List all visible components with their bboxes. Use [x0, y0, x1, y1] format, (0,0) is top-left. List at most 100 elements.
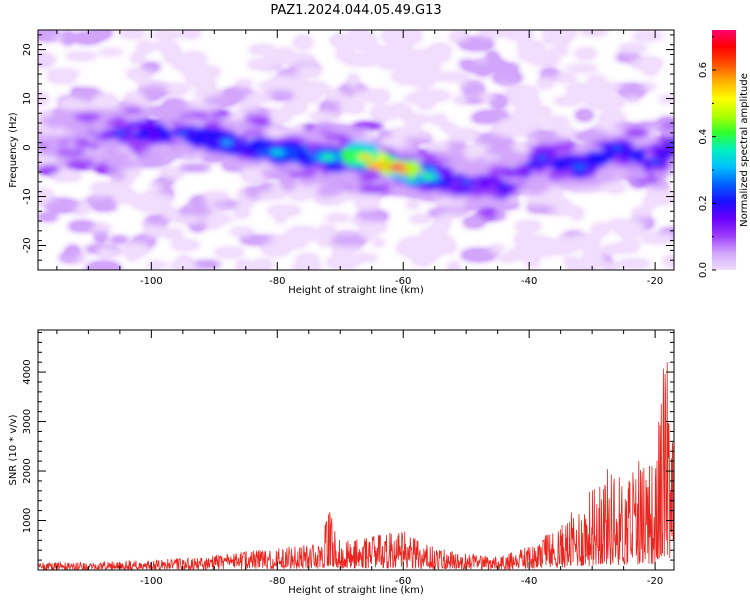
snr-y-tick-label: 1000 — [22, 508, 33, 533]
spectrogram-cell — [286, 226, 319, 239]
spectrogram-cell — [601, 262, 619, 270]
spectrogram-cell — [47, 74, 77, 83]
spectrogram-cell — [244, 187, 261, 199]
spectrogram-cell — [602, 182, 626, 193]
spectrogram-cell — [204, 95, 238, 107]
spectrogram-cell — [230, 160, 252, 168]
spectrogram-cell — [239, 145, 264, 153]
spectrogram-cell — [390, 103, 409, 117]
spectrogram-cell — [511, 96, 541, 109]
spectrogram-cell — [396, 72, 412, 85]
spectrogram-cell — [308, 112, 342, 121]
spectrogram-cell — [326, 89, 344, 104]
spectrogram-cell — [423, 164, 435, 171]
spectrogram-cell — [87, 143, 101, 150]
spectrogram-cell — [55, 148, 86, 156]
spectrogram-cell — [113, 196, 131, 203]
spectrogram-cell — [620, 238, 640, 253]
spectrogram-cell — [190, 195, 207, 210]
spectrogram-cell — [196, 66, 221, 78]
spectrogram-peak — [58, 140, 69, 145]
spectrogram-cell — [462, 216, 486, 228]
spectrogram-peak — [322, 155, 333, 160]
spectrogram-y-tick-label: 20 — [22, 43, 33, 56]
spectrogram-cell — [493, 63, 520, 73]
spectrogram-cell — [583, 129, 610, 139]
spectrogram-cell — [162, 83, 190, 95]
figure-title: PAZ1.2024.044.05.49.G13 — [270, 3, 441, 18]
spectrogram-cell — [377, 131, 394, 139]
spectrogram-y-tick-label: 0 — [22, 144, 33, 150]
spectrogram-cell — [202, 192, 230, 202]
spectrogram-cell — [38, 54, 58, 65]
spectrogram-cell — [514, 221, 542, 232]
spectrogram-cell — [474, 62, 492, 76]
spectrogram-cell — [170, 239, 201, 251]
colorbar-tick-label: 0.4 — [698, 129, 709, 145]
snr-y-axis-label: SNR (10 * v/v) — [8, 414, 19, 485]
spectrogram-cell — [402, 114, 432, 124]
spectrogram-cell — [290, 264, 324, 270]
spectrogram-cell — [155, 178, 175, 186]
spectrogram-cell — [196, 138, 207, 147]
spectrogram-cell — [636, 122, 665, 130]
spectrogram-cell — [567, 234, 601, 247]
spectrogram-cell — [145, 215, 169, 227]
spectrogram-cell — [658, 95, 674, 103]
spectrogram-cell — [592, 98, 626, 109]
spectrogram-cell — [208, 111, 231, 119]
spectrogram-cell — [38, 213, 59, 221]
spectrogram-cell — [545, 116, 570, 128]
spectrogram-cell — [617, 259, 652, 268]
spectrogram-cell — [91, 30, 113, 40]
snr-x-tick-label: -100 — [140, 576, 163, 587]
spectrogram-cell — [509, 246, 544, 260]
spectrogram-cell — [163, 207, 180, 220]
spectrogram-cell — [586, 156, 604, 165]
colorbar-tick-label: 0.2 — [698, 195, 709, 211]
spectrogram-cell — [486, 51, 499, 62]
spectrogram-cell — [543, 32, 570, 44]
spectrogram-cell — [136, 204, 170, 211]
spectrogram-cell — [329, 34, 353, 47]
spectrogram-cell — [112, 116, 126, 127]
spectrogram-cell — [68, 221, 96, 232]
spectrogram-cell — [38, 164, 61, 175]
spectrogram-cell — [420, 90, 451, 101]
spectrogram-cell — [38, 30, 60, 41]
spectrogram-cell — [521, 169, 532, 178]
spectrogram-cell — [545, 48, 570, 55]
snr-frame — [37, 329, 675, 571]
spectrogram-plot-area — [38, 30, 674, 270]
spectrogram-cell — [140, 149, 168, 156]
spectrogram-cell — [496, 254, 519, 262]
spectrogram-cell — [235, 260, 252, 270]
spectrogram-cell — [283, 100, 308, 114]
spectrogram-cell — [430, 114, 448, 126]
spectrogram-y-tick-label: -20 — [22, 237, 33, 253]
spectrogram-cell — [433, 72, 470, 81]
spectrogram-cell — [93, 93, 118, 107]
spectrogram-cell — [265, 129, 286, 137]
spectrogram-cell — [139, 85, 169, 98]
spectrogram-cell — [658, 149, 673, 158]
spectrogram-cell — [280, 179, 298, 191]
snr-y-tick-label: 2000 — [22, 458, 33, 483]
spectrogram-cell — [408, 215, 432, 223]
spectrogram-cell — [150, 30, 184, 39]
spectrogram-cell — [153, 41, 179, 51]
spectrogram-cell — [134, 71, 149, 84]
spectrogram-cell — [213, 247, 245, 258]
spectrogram-cell — [643, 194, 674, 205]
spectrogram-cell — [377, 59, 408, 69]
spectrogram-cell — [591, 223, 610, 237]
spectrogram-cell — [412, 253, 433, 266]
spectrogram-cell — [282, 241, 309, 248]
spectrogram-cell — [352, 122, 384, 129]
spectrogram-peak — [221, 140, 232, 145]
spectrogram-cell — [615, 223, 644, 238]
spectrogram-cell — [371, 105, 392, 113]
spectrogram-cell — [335, 47, 354, 61]
spectrogram-cell — [427, 209, 445, 217]
spectrogram-cell — [570, 206, 584, 221]
